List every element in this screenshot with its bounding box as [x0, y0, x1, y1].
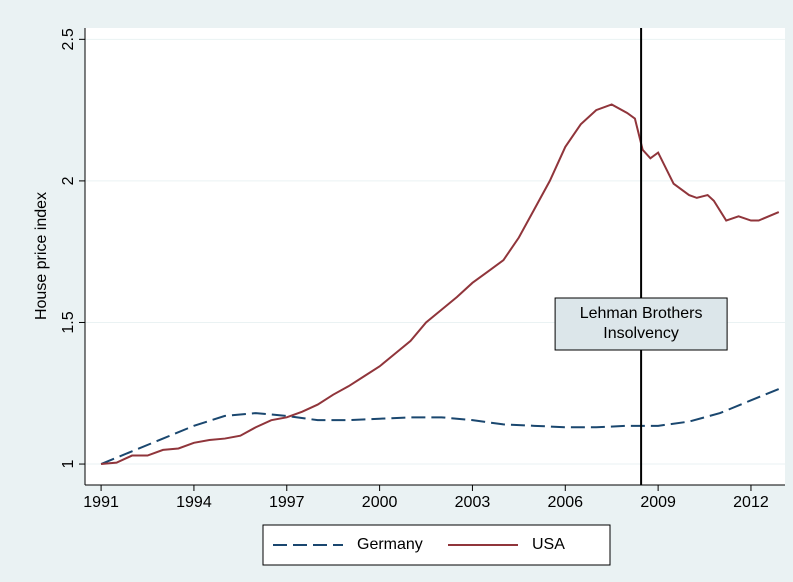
x-tick-label: 2003	[455, 494, 491, 511]
x-tick-label: 1994	[176, 494, 212, 511]
x-tick-label: 2012	[733, 494, 769, 511]
series-line	[101, 103, 780, 466]
y-axis-label: House price index	[33, 192, 50, 320]
annotation-text: Lehman Brothers	[580, 305, 703, 322]
x-tick-label: 2009	[640, 494, 676, 511]
y-tick-label: 1.5	[60, 311, 77, 333]
legend-label: USA	[532, 536, 565, 553]
y-tick-label: 2	[60, 176, 77, 185]
plot-area	[85, 28, 785, 485]
legend-label: Germany	[357, 536, 423, 553]
y-tick-label: 1	[60, 460, 77, 469]
x-tick-label: 1991	[83, 494, 119, 511]
annotation-text: Insolvency	[603, 325, 679, 342]
series-line	[100, 388, 780, 465]
annotation-box	[554, 297, 728, 351]
x-tick-label: 1997	[269, 494, 305, 511]
x-tick-label: 2006	[547, 494, 583, 511]
y-tick-label: 2.5	[60, 28, 77, 50]
x-tick-label: 2000	[362, 494, 398, 511]
